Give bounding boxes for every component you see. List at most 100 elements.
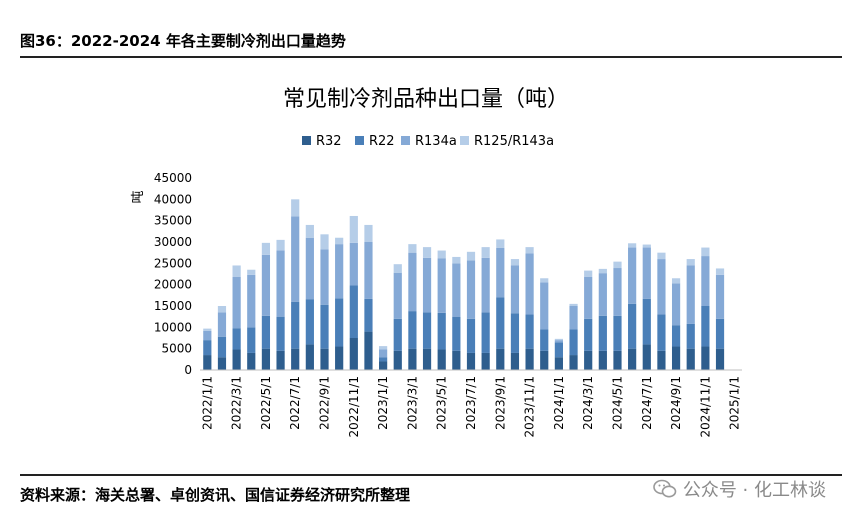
bar-segment [510, 313, 520, 353]
bar-segment [393, 264, 402, 273]
bar-segment [569, 329, 578, 356]
x-tick-label: 2022/3/1 [230, 376, 244, 430]
bar-segment [671, 278, 681, 284]
bar-segment [569, 306, 578, 330]
x-tick-label: 2023/3/1 [405, 376, 419, 430]
bar-segment [349, 242, 358, 286]
bar-segment [701, 247, 710, 257]
bar-segment [628, 348, 637, 370]
bar-segment [657, 350, 666, 370]
wechat-icon [653, 479, 677, 498]
bar-segment [466, 251, 476, 261]
bar-segment [671, 283, 681, 326]
bar-segment [496, 297, 505, 349]
x-axis: 2022/1/1 2022/3/1 2022/5/1 2022/7/1 2022/9/1… [200, 369, 742, 438]
bar-segment [393, 272, 402, 319]
x-tick-label: 2023/1/1 [376, 376, 390, 430]
bar-segment [598, 273, 607, 316]
bar-segment [481, 257, 490, 313]
legend-swatch [401, 136, 410, 145]
y-axis-label: 吨 [131, 190, 146, 203]
x-tick-label: 2022/7/1 [288, 376, 302, 430]
bar-segment [554, 357, 563, 370]
x-tick-label: 2022/9/1 [318, 376, 332, 430]
bar-segment [247, 352, 256, 370]
bar-segment [437, 250, 446, 259]
watermark-text: 公众号 · 化工林谈 [682, 480, 826, 501]
legend-swatch [460, 136, 469, 145]
x-tick-label: 2025/1/1 [728, 376, 742, 430]
bar-segment [540, 282, 549, 330]
bar-segment [379, 349, 388, 358]
x-tick-label: 2023/11/1 [523, 376, 537, 438]
x-tick-label: 2024/1/1 [552, 376, 566, 430]
bar-segment [642, 244, 651, 248]
bar-segment [349, 338, 358, 370]
bar-segment [569, 355, 578, 370]
bar-segment [247, 327, 256, 353]
bar-segment [525, 253, 534, 315]
x-tick-label: 2024/7/1 [640, 376, 654, 430]
bar-segment [203, 355, 212, 370]
bar-segment [554, 338, 563, 341]
bar-segment [437, 349, 446, 370]
bar-segment [686, 323, 695, 349]
bar-segment [452, 256, 461, 264]
chart-title: 常见制冷剂品种出口量（吨） [283, 87, 569, 112]
x-tick-label: 2023/5/1 [435, 376, 449, 430]
bar-segment [364, 224, 373, 242]
bar-segment [320, 304, 329, 349]
bar-segment [276, 239, 285, 251]
legend-label: R22 [369, 134, 395, 149]
bar-segment [232, 276, 241, 329]
bar-segment [203, 340, 212, 356]
x-tick-label: 2024/11/1 [698, 376, 712, 438]
bar-segment [540, 329, 549, 351]
y-tick-label: 10000 [154, 320, 192, 334]
bar-segment [422, 348, 432, 370]
bar-segment [584, 270, 593, 277]
bar-segment [701, 306, 710, 347]
y-tick-label: 45000 [154, 171, 192, 185]
bar-segment [569, 303, 578, 306]
bar-segment [291, 199, 300, 217]
bar-segment [510, 352, 520, 370]
bar-segment [408, 252, 417, 312]
bar-segment [305, 237, 314, 300]
bar-segment [364, 298, 373, 332]
bar-segment [598, 268, 607, 274]
bar-segment [481, 247, 490, 258]
bar-segment [261, 254, 271, 316]
bar-segment [203, 330, 212, 341]
bar-segment [291, 301, 300, 349]
bar-segment [642, 344, 651, 370]
bar-segment [715, 268, 725, 275]
bar-segment [540, 350, 549, 370]
bar-segment [613, 315, 622, 351]
x-tick-label: 2023/7/1 [464, 376, 478, 430]
legend-swatch [355, 136, 364, 145]
bar-segment [613, 268, 622, 316]
x-tick-label: 2022/5/1 [259, 376, 273, 430]
bar-segment [510, 265, 520, 314]
bar-segment [584, 350, 593, 370]
bottom-divider [20, 474, 842, 476]
source-note: 资料来源：海关总署、卓创资讯、国信证券经济研究所整理 [20, 486, 411, 504]
bar-segment [305, 299, 314, 345]
bar-segment [408, 311, 417, 349]
bar-segment [671, 346, 681, 370]
bar-segment [217, 357, 227, 370]
legend-label: R125/R143a [474, 134, 554, 149]
bar-segment [261, 348, 271, 370]
bar-segment [554, 340, 563, 343]
bar-segment [628, 247, 637, 304]
bar-segment [217, 306, 227, 313]
bar-segment [584, 318, 593, 351]
legend-label: R32 [316, 134, 342, 149]
bar-segment [613, 350, 622, 370]
bar-segment [261, 315, 271, 349]
bar-segment [364, 242, 373, 299]
bar-segment [408, 244, 417, 253]
bar-segment [217, 336, 227, 358]
bar-segment [671, 325, 681, 347]
